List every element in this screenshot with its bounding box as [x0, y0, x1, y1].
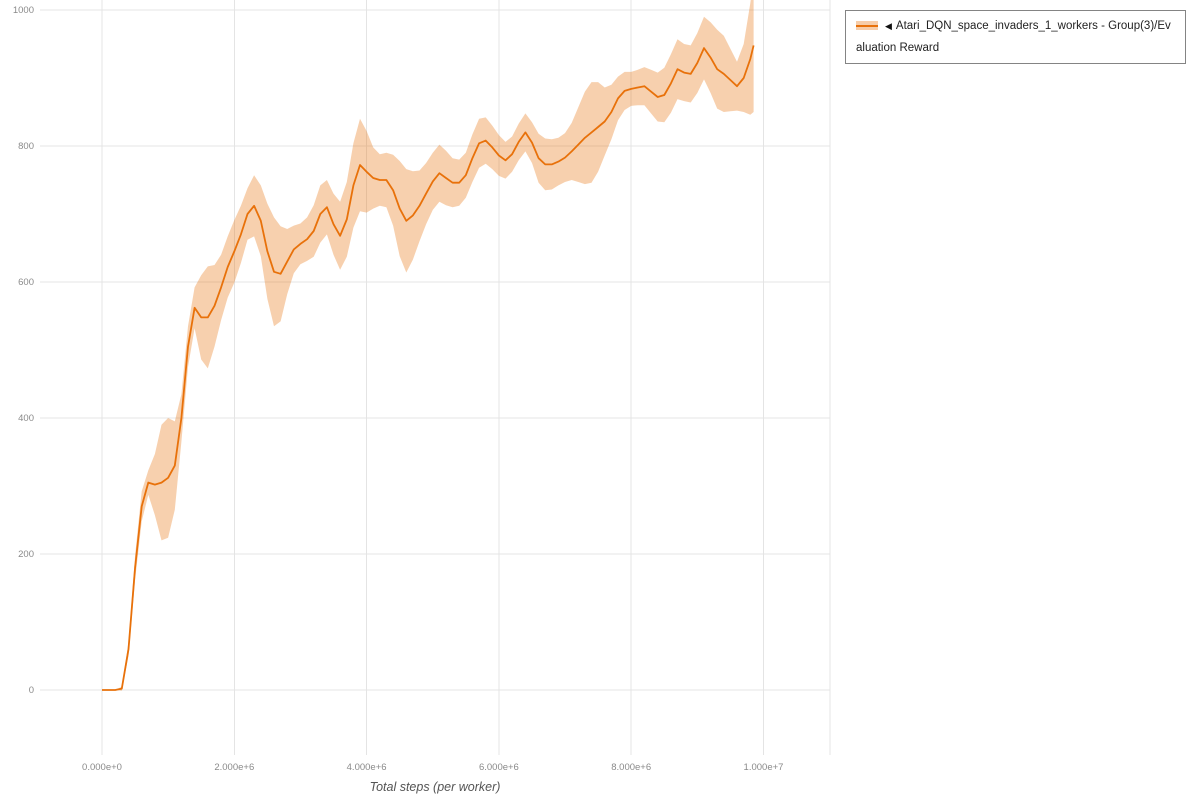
series-confidence-band	[102, 0, 754, 691]
x-axis-title: Total steps (per worker)	[369, 780, 501, 794]
series-line-swatch	[856, 24, 878, 27]
series-mean-line	[102, 45, 755, 691]
x-tick-label: 0.000e+0	[82, 762, 122, 773]
legend-item-series[interactable]: ◀ Atari_DQN_space_invaders_1_workers - Gr…	[856, 15, 1175, 59]
y-tick-label: 600	[18, 277, 34, 288]
legend: ◀ Atari_DQN_space_invaders_1_workers - Gr…	[845, 10, 1186, 64]
y-tick-label: 800	[18, 141, 34, 152]
x-tick-label: 6.000e+6	[479, 762, 519, 773]
x-tick-label: 1.000e+7	[744, 762, 784, 773]
x-tick-label: 8.000e+6	[611, 762, 651, 773]
legend-series-label: Atari_DQN_space_invaders_1_workers - Gro…	[856, 20, 1171, 54]
y-tick-label: 400	[18, 413, 34, 424]
y-tick-label: 1000	[13, 5, 34, 16]
collapse-triangle-icon[interactable]: ◀	[885, 21, 892, 31]
x-tick-label: 4.000e+6	[347, 762, 387, 773]
series-line-marker	[856, 21, 878, 30]
y-tick-label: 200	[18, 549, 34, 560]
x-tick-label: 2.000e+6	[214, 762, 254, 773]
y-tick-label: 0	[29, 685, 34, 696]
